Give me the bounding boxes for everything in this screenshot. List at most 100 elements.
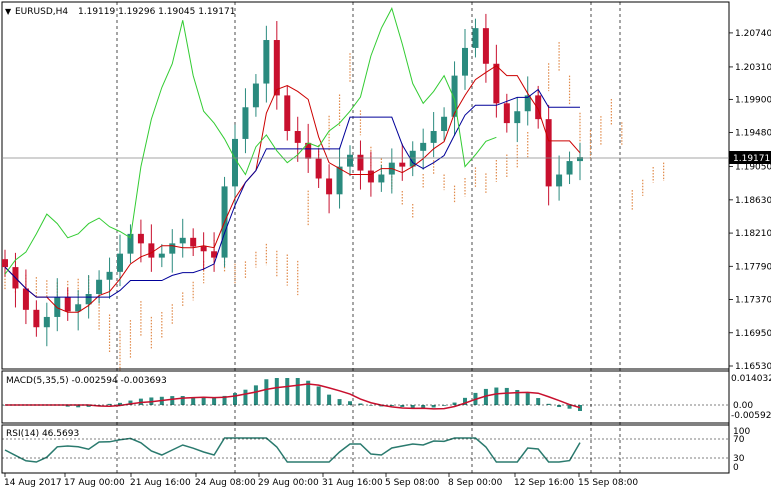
macd-bar xyxy=(400,405,405,407)
candle-body xyxy=(273,40,280,96)
rsi-axis-100: 100 xyxy=(733,427,750,437)
macd-bar xyxy=(285,378,290,405)
candle-body xyxy=(347,154,353,167)
candle-body xyxy=(179,237,186,244)
candle-body xyxy=(232,138,238,187)
macd-bar xyxy=(557,405,562,408)
candle-body xyxy=(200,246,207,252)
price-axis-label: 1.20310 xyxy=(735,63,771,73)
macd-bar xyxy=(212,397,217,405)
macd-bar xyxy=(306,380,311,405)
macd-bar xyxy=(107,403,112,405)
candle-body xyxy=(211,251,218,258)
time-axis-label: 12 Sep 16:00 xyxy=(514,478,574,488)
macd-bar xyxy=(233,393,237,405)
price-axis-label: 1.20740 xyxy=(735,29,771,39)
candle-body xyxy=(535,95,542,120)
candle-body xyxy=(64,297,71,312)
macd-bar xyxy=(65,405,70,407)
price-axis-label: 1.16950 xyxy=(735,329,771,339)
candle-body xyxy=(451,75,458,117)
candle-body xyxy=(482,28,489,64)
rsi-axis-0: 0 xyxy=(733,463,739,473)
candle-body xyxy=(106,271,113,280)
macd-panel[interactable] xyxy=(1,370,730,424)
macd-bar xyxy=(170,396,175,405)
macd-bar xyxy=(483,388,488,405)
price-axis-label: 1.18210 xyxy=(735,229,771,239)
tenkan-sen-line xyxy=(4,65,581,313)
current-price-label: 1.19171 xyxy=(733,154,770,164)
candle-body xyxy=(242,107,249,139)
macd-bar xyxy=(180,396,185,405)
candle-body xyxy=(399,162,406,167)
candle-body xyxy=(577,157,583,162)
candle-body xyxy=(556,174,563,187)
macd-bar xyxy=(295,378,300,405)
candle-body xyxy=(315,158,322,179)
candle-body xyxy=(22,288,29,310)
candle-body xyxy=(357,154,364,171)
macd-bar xyxy=(421,405,426,409)
macd-bar xyxy=(431,405,436,408)
price-axis-label: 1.19480 xyxy=(735,129,771,139)
macd-bar xyxy=(348,401,352,405)
macd-bar xyxy=(452,402,457,405)
candle-body xyxy=(190,237,197,247)
price-axis-label: 1.18630 xyxy=(735,196,771,206)
candle-body xyxy=(305,142,312,159)
price-axis-label: 1.16530 xyxy=(735,362,771,372)
macd-bar xyxy=(222,395,227,405)
macd-axis-top: 0.014032 xyxy=(731,374,771,384)
candle-body xyxy=(503,103,510,124)
candle-body xyxy=(566,161,573,175)
macd-bar xyxy=(316,386,321,405)
candle-body xyxy=(336,166,343,195)
rsi-title: RSI(14) 46.5693 xyxy=(6,429,79,439)
macd-bar xyxy=(76,405,81,408)
chart-symbol-label: EURUSD,H4 xyxy=(15,7,68,17)
macd-bar xyxy=(494,387,499,405)
candle-body xyxy=(54,297,61,317)
candle-body xyxy=(252,83,259,108)
candle-body xyxy=(545,119,552,187)
collapse-triangle-icon[interactable]: ▼ xyxy=(5,7,12,16)
macd-histogram xyxy=(3,378,582,412)
candle-body xyxy=(148,243,155,258)
candle-body xyxy=(43,316,50,328)
macd-signal-line xyxy=(5,383,581,410)
macd-bar xyxy=(327,394,332,405)
macd-bar xyxy=(410,405,415,409)
candle-body xyxy=(137,233,144,244)
macd-axis-zero: 0.00 xyxy=(733,401,753,411)
candle-body xyxy=(524,95,531,112)
macd-bar xyxy=(128,400,133,405)
candle-body xyxy=(378,174,385,183)
candle-body xyxy=(441,116,448,132)
candle-body xyxy=(158,253,165,258)
price-axis-label: 1.19900 xyxy=(735,95,771,105)
macd-bar xyxy=(274,378,279,405)
rsi-line-path xyxy=(4,437,581,463)
time-axis-label: 15 Sep 08:00 xyxy=(578,478,638,488)
candle-body xyxy=(326,178,333,195)
macd-bar xyxy=(546,403,551,405)
current-price-tag xyxy=(729,151,771,164)
candle-body xyxy=(294,131,301,143)
macd-bar xyxy=(536,398,541,405)
candle-body xyxy=(409,150,416,167)
candle-body xyxy=(85,294,92,305)
candle-body xyxy=(420,142,427,151)
price-axis-label: 1.19050 xyxy=(735,163,771,173)
macd-bar xyxy=(253,385,258,405)
time-axis-label: 24 Aug 08:00 xyxy=(195,478,256,488)
rsi-axis-30: 30 xyxy=(733,454,745,464)
candle-body xyxy=(75,304,82,312)
rsi-line xyxy=(4,437,581,463)
candle-body xyxy=(33,309,40,328)
candle-body xyxy=(284,95,291,132)
macd-bar xyxy=(389,405,394,407)
main-chart-panel[interactable] xyxy=(1,1,730,370)
macd-bar xyxy=(463,397,467,405)
